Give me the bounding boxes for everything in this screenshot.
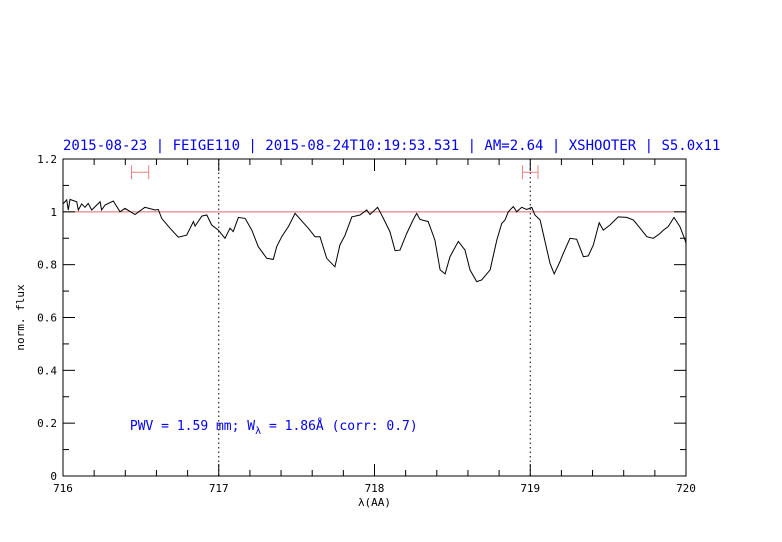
x-tick-label: 719	[520, 482, 540, 495]
plot-decorations	[63, 159, 686, 476]
axis-ticks: 716 717 718 719 720 0 0.2 0.4 0.6 0.8 1 1.2	[37, 153, 696, 495]
y-tick-label: 0	[50, 470, 57, 483]
x-axis-label: λ(AA)	[358, 496, 391, 509]
y-tick-label: 0.2	[37, 417, 57, 430]
chart-title: 2015-08-23 | FEIGE110 | 2015-08-24T10:19…	[63, 138, 720, 154]
y-tick-label: 1	[50, 206, 57, 219]
pwv-annotation: PWV = 1.59 mm; Wλ = 1.86Å (corr: 0.7)	[130, 418, 418, 437]
x-tick-label: 720	[676, 482, 696, 495]
flux-series-line	[62, 198, 687, 283]
plot-frame	[62, 158, 687, 477]
annotation-suffix: = 1.86Å (corr: 0.7)	[261, 418, 418, 434]
y-tick-label: 0.8	[37, 259, 57, 272]
y-axis-label: norm. flux	[14, 284, 27, 351]
x-tick-label: 717	[209, 482, 229, 495]
annotation-subscript: λ	[255, 426, 261, 437]
y-tick-label: 0.4	[37, 364, 57, 377]
x-tick-label: 718	[365, 482, 385, 495]
y-tick-label: 0.6	[37, 312, 57, 325]
annotation-prefix: PWV = 1.59 mm; W	[130, 419, 255, 434]
x-tick-label: 716	[53, 482, 73, 495]
y-tick-label: 1.2	[37, 153, 57, 166]
